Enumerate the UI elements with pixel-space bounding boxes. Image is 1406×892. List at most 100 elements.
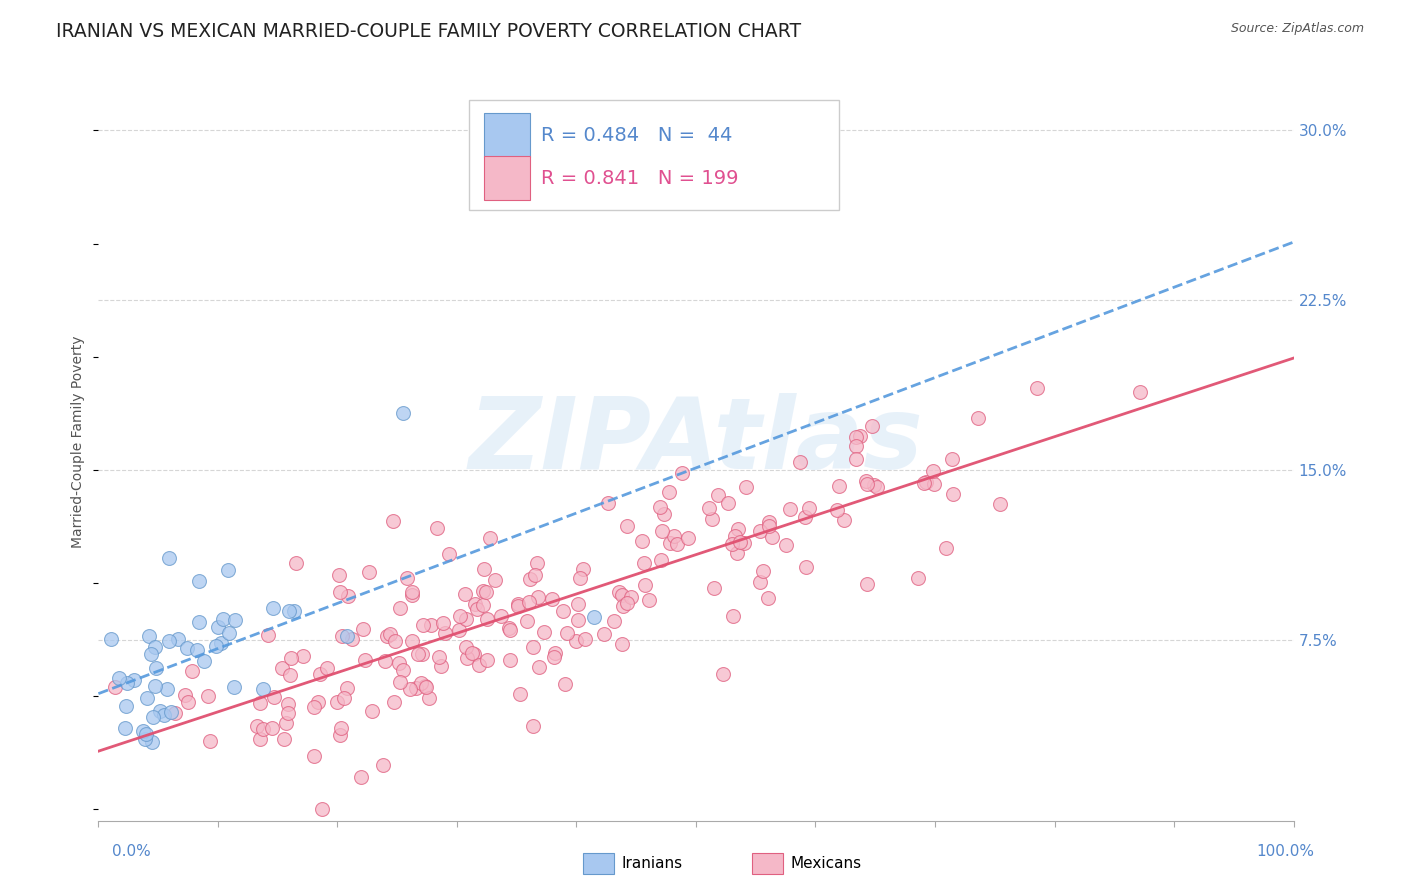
Point — [167, 632, 190, 646]
Point — [727, 522, 749, 536]
Point — [409, 676, 432, 690]
Point — [188, 615, 211, 629]
Point — [665, 536, 688, 550]
Point — [555, 625, 578, 640]
Point — [388, 657, 411, 671]
Point — [285, 556, 308, 570]
Point — [302, 749, 325, 764]
Point — [359, 565, 381, 579]
Point — [702, 512, 724, 526]
Point — [662, 529, 685, 543]
Point — [277, 604, 299, 618]
Point — [519, 572, 541, 586]
Point — [471, 583, 494, 598]
Point — [484, 573, 506, 587]
Point — [1026, 381, 1049, 395]
Point — [157, 634, 180, 648]
Point — [332, 691, 354, 706]
Point — [571, 561, 593, 575]
Point — [463, 647, 485, 661]
Point — [517, 595, 540, 609]
Point — [860, 418, 883, 433]
Point — [749, 524, 772, 538]
Point — [104, 680, 127, 694]
Point — [419, 617, 441, 632]
Point — [634, 577, 657, 591]
Point — [291, 649, 314, 664]
Point — [350, 770, 373, 784]
Point — [406, 647, 429, 661]
Point — [567, 597, 589, 611]
Point — [401, 585, 423, 599]
Point — [100, 632, 122, 647]
Point — [352, 623, 374, 637]
Point — [149, 704, 172, 718]
Point — [793, 510, 815, 524]
Point — [650, 553, 672, 567]
Point — [527, 591, 550, 605]
Point — [434, 625, 457, 640]
Point — [509, 687, 531, 701]
Point — [516, 615, 538, 629]
Point — [569, 571, 592, 585]
Point — [249, 697, 271, 711]
Point — [797, 501, 820, 516]
Point — [620, 590, 643, 604]
Point — [336, 629, 359, 643]
Point — [456, 640, 478, 654]
Point — [775, 538, 797, 552]
Point — [447, 623, 470, 637]
Point — [526, 556, 548, 570]
Point — [845, 451, 868, 466]
Point — [828, 479, 851, 493]
Point — [856, 576, 879, 591]
Point — [395, 570, 418, 584]
Point — [217, 563, 239, 577]
Text: 0.0%: 0.0% — [112, 845, 152, 859]
Point — [794, 560, 817, 574]
Point — [592, 627, 614, 641]
Point — [278, 667, 301, 681]
Point — [728, 535, 751, 549]
Point — [418, 690, 440, 705]
Point — [311, 802, 333, 816]
Point — [583, 610, 606, 624]
Point — [855, 474, 877, 488]
Point — [427, 649, 450, 664]
Point — [283, 604, 305, 618]
Point — [205, 639, 228, 653]
Point — [914, 475, 936, 489]
Point — [758, 516, 780, 530]
Point — [477, 653, 499, 667]
Point — [145, 680, 167, 694]
Text: IRANIAN VS MEXICAN MARRIED-COUPLE FAMILY POVERTY CORRELATION CHART: IRANIAN VS MEXICAN MARRIED-COUPLE FAMILY… — [56, 22, 801, 41]
Point — [508, 599, 530, 613]
Point — [262, 601, 284, 615]
Text: Mexicans: Mexicans — [790, 856, 862, 871]
Point — [825, 503, 848, 517]
Point — [471, 599, 494, 613]
Point — [721, 609, 744, 624]
Point — [382, 695, 405, 709]
Point — [108, 671, 131, 685]
Point — [676, 531, 699, 545]
Point — [188, 574, 211, 588]
Point — [499, 653, 522, 667]
Point — [845, 439, 868, 453]
Point — [616, 596, 638, 610]
Point — [153, 708, 176, 723]
Point — [630, 533, 652, 548]
Point — [115, 676, 138, 690]
Point — [432, 615, 454, 630]
Point — [733, 536, 755, 550]
Point — [489, 609, 512, 624]
Point — [941, 452, 963, 467]
Point — [454, 587, 477, 601]
Point — [1129, 385, 1152, 400]
Point — [340, 632, 363, 646]
Point — [907, 571, 929, 585]
Text: Iranians: Iranians — [621, 856, 682, 871]
Point — [207, 620, 229, 634]
Point — [200, 734, 222, 748]
Point — [849, 429, 872, 443]
